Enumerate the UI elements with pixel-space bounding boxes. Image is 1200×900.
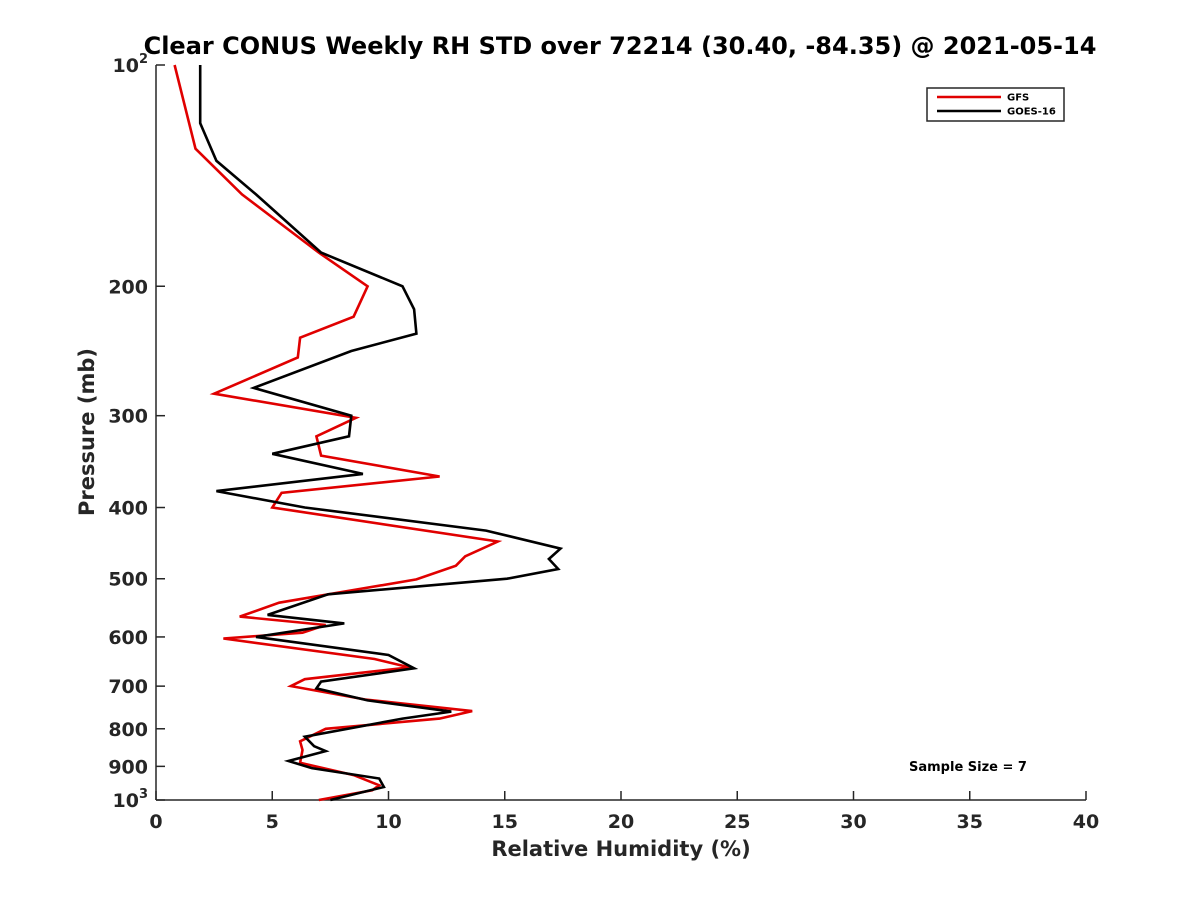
- x-tick-label: 20: [608, 811, 634, 833]
- x-tick-label: 15: [492, 811, 518, 833]
- x-tick-label: 35: [957, 811, 983, 833]
- y-axis-label: Pressure (mb): [75, 348, 99, 516]
- series-line-gfs: [173, 64, 503, 802]
- y-tick-label: 600: [108, 627, 148, 649]
- y-tick-exponent: 2: [139, 52, 148, 67]
- y-tick-label: 400: [108, 498, 148, 520]
- y-tick-base: 10: [113, 55, 139, 77]
- x-tick-label: 5: [266, 811, 279, 833]
- y-tick-exponent: 3: [139, 787, 148, 802]
- y-tick-label: 200: [108, 276, 148, 298]
- y-tick-label: 102: [113, 52, 149, 77]
- series-lines: [173, 64, 564, 802]
- y-tick-label: 103: [113, 787, 149, 812]
- x-axis-ticks: 0 5 10 15 20 25 30 35 40: [149, 791, 1099, 833]
- legend-label-gfs: GFS: [1007, 93, 1029, 104]
- legend: GFS GOES-16: [926, 87, 1065, 122]
- y-tick-label: 900: [108, 756, 148, 778]
- legend-label-goes-16: GOES-16: [1007, 107, 1056, 118]
- x-tick-label: 30: [840, 811, 866, 833]
- y-tick-base: 10: [113, 790, 139, 812]
- chart-title: Clear CONUS Weekly RH STD over 72214 (30…: [144, 32, 1097, 60]
- y-tick-label: 700: [108, 676, 148, 698]
- y-tick-label: 300: [108, 406, 148, 428]
- x-tick-label: 0: [149, 811, 162, 833]
- plot-area: [155, 65, 1086, 801]
- y-tick-label: 500: [108, 569, 148, 591]
- x-axis-label: Relative Humidity (%): [491, 837, 750, 861]
- legend-box: [926, 87, 1065, 122]
- x-tick-label: 40: [1073, 811, 1099, 833]
- x-tick-label: 10: [375, 811, 401, 833]
- sample-size-annotation: Sample Size = 7: [909, 760, 1027, 775]
- y-tick-label: 800: [108, 719, 148, 741]
- x-tick-label: 25: [724, 811, 750, 833]
- series-line-goes-16: [198, 65, 564, 802]
